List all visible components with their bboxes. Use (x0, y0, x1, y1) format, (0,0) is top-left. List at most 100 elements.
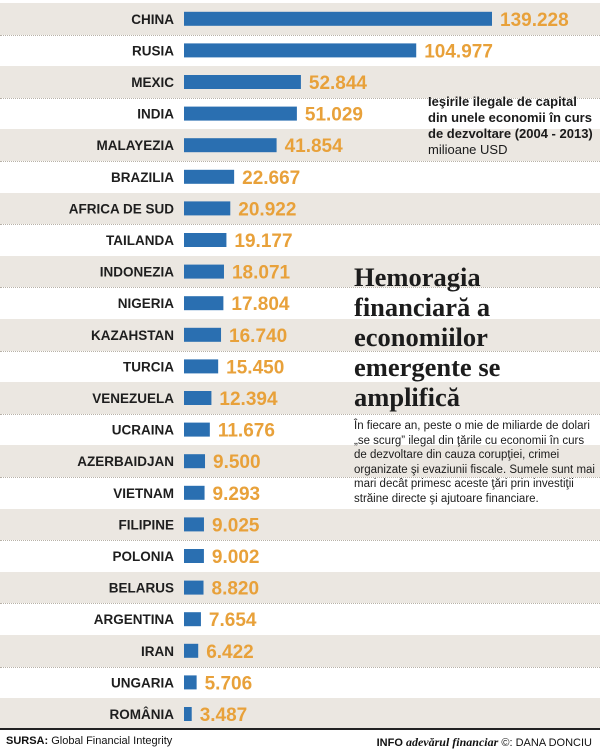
row-stripe (0, 508, 600, 541)
category-label: IRAN (141, 644, 174, 659)
row-separator (0, 97, 600, 99)
legend-unit: milioane USD (428, 142, 508, 157)
value-label: 9.500 (213, 452, 261, 473)
category-label: RUSIA (132, 43, 174, 58)
category-label: TAILANDA (106, 233, 174, 248)
copyright-icon: © (501, 737, 510, 749)
category-label: MALAYEZIA (96, 138, 174, 153)
value-label: 51.029 (305, 105, 363, 126)
value-label: 3.487 (200, 705, 248, 725)
row-separator (0, 34, 600, 36)
value-label: 9.002 (212, 547, 260, 568)
category-label: AFRICA DE SUD (69, 201, 175, 216)
value-label: 19.177 (234, 231, 292, 252)
row-stripe (0, 129, 600, 161)
bar (184, 643, 199, 658)
bar (184, 517, 204, 532)
row-stripe (0, 255, 600, 288)
bar (184, 612, 201, 627)
author-name: : DANA DONCIU (509, 737, 592, 749)
row-stripe (0, 698, 600, 730)
author-credit: INFO adevărul financiar ©: DANA DONCIU (377, 735, 592, 750)
value-label: 18.071 (232, 263, 291, 284)
row-separator (0, 603, 600, 605)
category-label: NIGERIA (118, 296, 175, 311)
article-body: În fiecare an, peste o mie de miliarde d… (354, 420, 595, 505)
value-label: 9.025 (212, 515, 260, 536)
chart-legend: Ieşirile ilegale de capital din unele ec… (428, 94, 598, 158)
value-label: 104.977 (424, 41, 493, 62)
bar (184, 391, 212, 405)
bar (184, 11, 492, 26)
source-credit: SURSA: Global Financial Integrity (6, 735, 172, 747)
value-label: 5.706 (205, 673, 253, 694)
source-label: SURSA: (6, 735, 49, 747)
category-label: VIETNAM (113, 486, 174, 501)
bar (184, 75, 301, 89)
category-label: INDONEZIA (100, 265, 175, 280)
row-separator (0, 224, 600, 226)
value-label: 52.844 (309, 73, 368, 94)
bar (184, 454, 206, 469)
bar (184, 138, 277, 153)
value-label: 12.394 (219, 389, 278, 410)
row-stripe (0, 319, 600, 351)
value-label: 20.922 (238, 199, 296, 220)
category-label: ROMÂNIA (110, 707, 175, 722)
category-label: KAZAHSTAN (91, 328, 174, 343)
bar (184, 201, 231, 216)
legend-title: Ieşirile ilegale de capital din unele ec… (428, 94, 593, 141)
category-label: UNGARIA (111, 675, 174, 690)
row-separator (0, 413, 600, 415)
bar (184, 675, 197, 690)
category-label: INDIA (137, 107, 174, 122)
bar (184, 327, 222, 342)
bar (184, 422, 210, 437)
row-stripe (0, 382, 600, 414)
bar-chart: CHINA 139.228 RUSIA 104.977 MEXIC 52.844 INDIA… (69, 10, 569, 725)
bar (184, 43, 417, 58)
article-headline: Hemoragia financiară a economiilor emerg… (354, 262, 501, 412)
value-label: 17.804 (231, 294, 290, 315)
value-label: 7.654 (209, 610, 257, 631)
category-label: AZERBAIDJAN (77, 454, 174, 469)
footer: SURSA: Global Financial Integrity INFO a… (0, 728, 600, 752)
source-value: Global Financial Integrity (51, 735, 173, 747)
category-label: TURCIA (123, 359, 174, 374)
category-label: FILIPINE (118, 517, 174, 532)
publication-brand: adevărul financiar (405, 735, 499, 749)
row-stripe (0, 445, 600, 477)
bar (184, 580, 204, 595)
bar (184, 264, 224, 279)
category-label: ARGENTINA (94, 612, 174, 627)
category-label: VENEZUELA (92, 391, 174, 406)
bar (184, 169, 235, 184)
value-label: 22.667 (242, 168, 300, 189)
value-label: 8.820 (212, 579, 260, 600)
value-label: 9.293 (213, 484, 261, 505)
bar (184, 359, 219, 374)
bar (184, 549, 204, 563)
category-label: BRAZILIA (111, 170, 174, 185)
row-separator (0, 540, 600, 542)
info-label: INFO (376, 737, 403, 749)
category-label: MEXIC (131, 75, 174, 90)
bar (184, 106, 297, 121)
category-label: CHINA (131, 12, 174, 27)
value-label: 6.422 (206, 642, 254, 663)
row-stripe (0, 635, 600, 667)
category-label: UCRAINA (112, 423, 174, 438)
value-label: 16.740 (229, 326, 287, 347)
bar (184, 296, 224, 311)
row-separator (0, 161, 600, 162)
row-separator (0, 666, 600, 668)
value-label: 139.228 (500, 10, 569, 31)
row-separator (0, 287, 600, 289)
category-label: BELARUS (109, 581, 174, 596)
bar (184, 707, 192, 721)
row-stripe (0, 571, 600, 604)
row-separator (0, 477, 600, 478)
bar (184, 485, 205, 500)
value-label: 41.854 (285, 136, 344, 157)
